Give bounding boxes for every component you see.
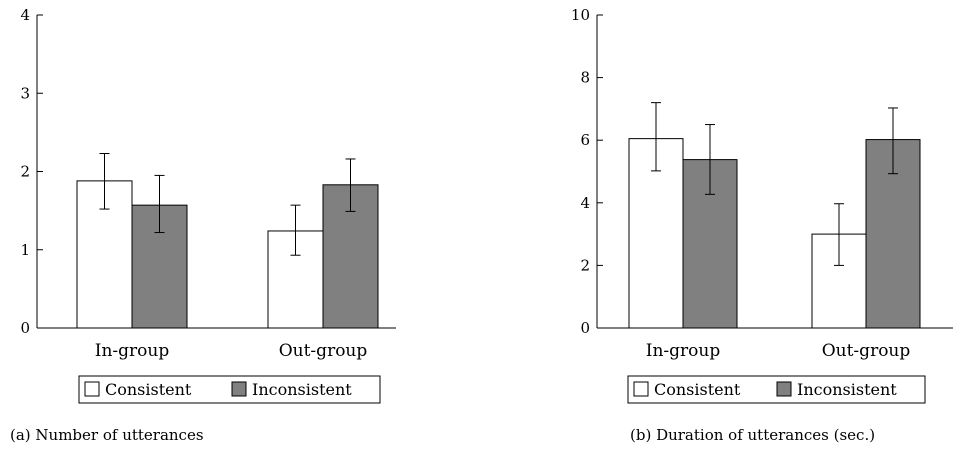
y-tick-label: 4: [20, 6, 30, 24]
legend-label-inconsistent: Inconsistent: [252, 380, 352, 399]
legend-swatch-consistent: [633, 381, 649, 397]
legend-swatch-inconsistent: [231, 381, 247, 397]
legend-label-consistent: Consistent: [105, 380, 192, 399]
x-category-label: In-group: [646, 341, 721, 361]
x-category-label: Out-group: [279, 341, 368, 361]
legend-box: [78, 375, 381, 404]
y-tick-label: 4: [580, 194, 590, 212]
panel-a: 0 1 2 3 4 In-group Out-group Consistent Inconsis…: [20, 6, 396, 404]
y-tick-label: 0: [580, 319, 590, 337]
x-category-label: In-group: [95, 341, 170, 361]
caption-a: (a) Number of utterances: [10, 426, 204, 444]
x-category-label: Out-group: [822, 341, 911, 361]
y-tick-label: 0: [20, 319, 30, 337]
y-tick-label: 6: [580, 131, 590, 149]
legend-label-consistent: Consistent: [654, 380, 741, 399]
panel-b: 0 2 4 6 8 10 In-group Out-group Consistent Incons…: [571, 6, 953, 404]
y-tick-label: 10: [571, 6, 590, 24]
legend-swatch-consistent: [84, 381, 100, 397]
legend-swatch-inconsistent: [776, 381, 792, 397]
y-tick-label: 2: [20, 163, 30, 181]
y-tick-label: 1: [20, 241, 30, 259]
y-tick-label: 8: [580, 69, 590, 87]
legend-label-inconsistent: Inconsistent: [797, 380, 897, 399]
caption-b: (b) Duration of utterances (sec.): [630, 426, 876, 444]
y-tick-label: 3: [20, 84, 30, 102]
y-tick-label: 2: [580, 256, 590, 274]
